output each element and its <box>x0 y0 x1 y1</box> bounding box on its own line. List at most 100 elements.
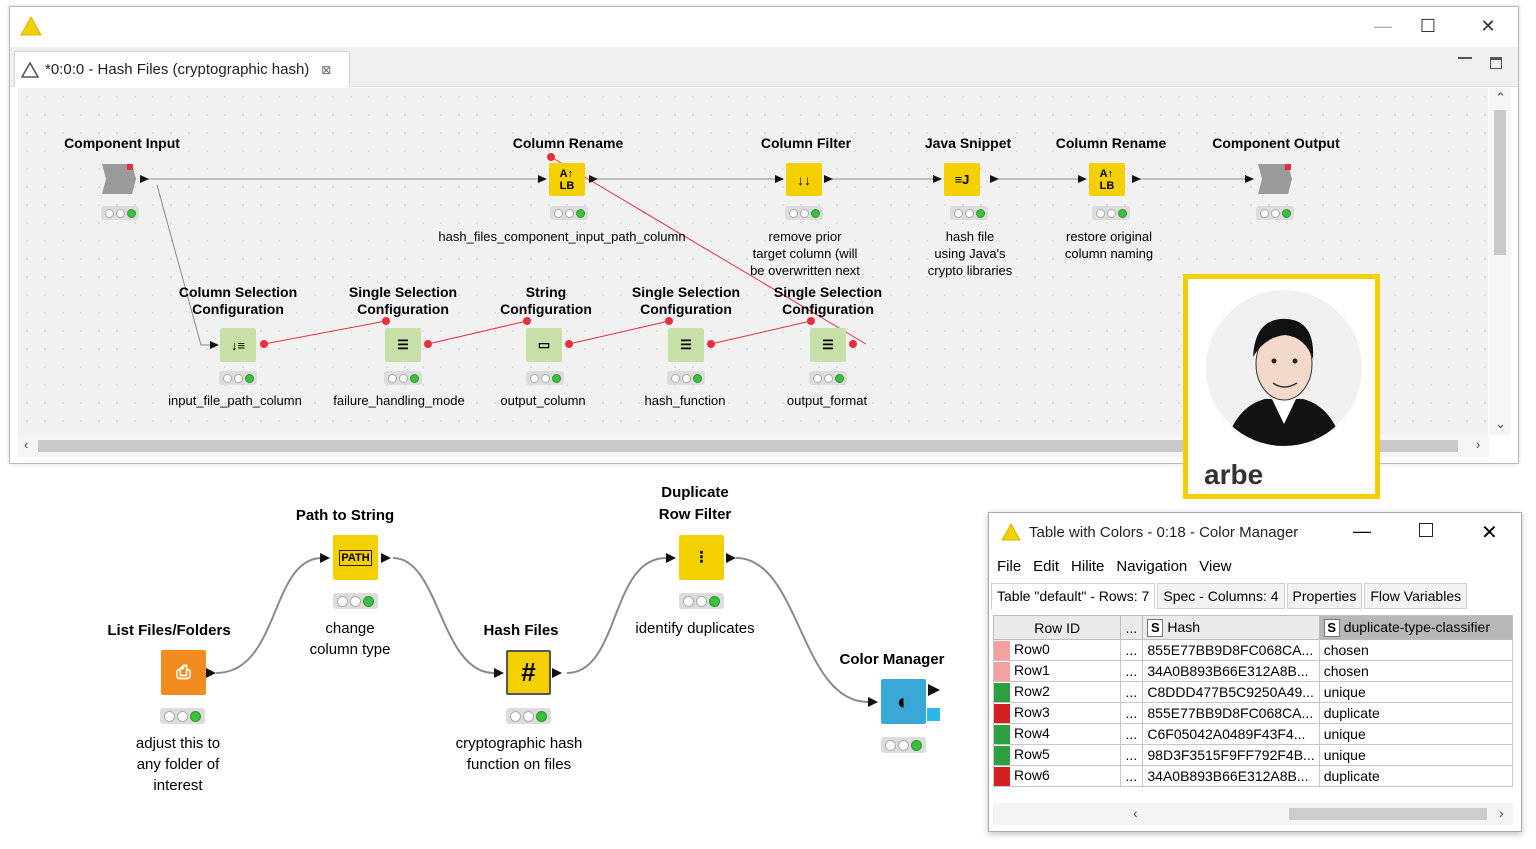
ellipsis-cell: ... <box>1120 765 1144 787</box>
node-title: Color Manager <box>839 651 945 668</box>
single-selection-config-3-node[interactable]: ☰ <box>810 328 846 362</box>
duplicate-row-filter-node[interactable]: ⁝ <box>679 535 724 580</box>
tab-properties[interactable]: Properties <box>1286 583 1363 609</box>
column-header-ellipsis[interactable]: ... <box>1120 615 1144 640</box>
table-row[interactable]: Row6... 34A0B893B66E312A8B... duplicate <box>992 765 1514 787</box>
table-row[interactable]: Row4... C6F05042A0489F43F4... unique <box>992 723 1514 745</box>
path-icon: PATH <box>339 549 372 566</box>
java-icon: ≡J <box>954 172 970 187</box>
column-selection-config-node[interactable]: ↓≡ <box>220 328 256 362</box>
editor-maximize-icon[interactable] <box>1490 57 1502 69</box>
string-config-node[interactable]: ▭ <box>526 328 562 362</box>
row-id-cell: Row5 <box>992 744 1122 766</box>
hash-files-node[interactable]: # <box>506 650 551 695</box>
close-button[interactable]: ✕ <box>1480 16 1496 36</box>
textfield-icon: ▭ <box>537 337 551 352</box>
component-icon <box>21 61 39 78</box>
node-title: Single Selection Configuration <box>631 284 741 317</box>
editor-minimize-icon[interactable] <box>1458 57 1472 59</box>
node-label: change column type <box>309 620 391 658</box>
table-row[interactable]: Row2... C8DDD477B5C9250A49... unique <box>992 681 1514 703</box>
classifier-cell: unique <box>1318 744 1514 766</box>
table-row[interactable]: Row1... 34A0B893B66E312A8B... chosen <box>992 660 1514 682</box>
single-selection-config-node[interactable]: ☰ <box>385 328 421 362</box>
file-list-icon: ⎙ <box>176 662 191 682</box>
scroll-left-icon[interactable]: ‹ <box>24 437 29 452</box>
avatar <box>1206 290 1362 446</box>
color-manager-node[interactable]: ◐ <box>881 679 926 724</box>
knime-logo-icon <box>20 16 42 36</box>
table-horizontal-scrollbar[interactable]: ‹ › <box>993 803 1513 825</box>
tab-hash-files[interactable]: *0:0:0 - Hash Files (cryptographic hash)… <box>14 51 350 87</box>
node-title: Column Filter <box>760 135 852 151</box>
connections-layer <box>102 153 1292 349</box>
node-status <box>1256 206 1294 220</box>
table-row[interactable]: Row3... 855E77BB9D8FC068CA... duplicate <box>992 702 1514 724</box>
menu-view[interactable]: View <box>1199 557 1232 575</box>
vertical-scrollbar[interactable]: ⌃ ⌄ <box>1489 88 1511 435</box>
path-to-string-node[interactable]: PATH <box>333 535 378 580</box>
node-title: Java Snippet <box>924 135 1012 151</box>
scroll-right-icon[interactable]: › <box>1499 805 1504 821</box>
node-title: Single Selection Configuration <box>773 284 883 317</box>
table-window-titlebar: Table with Colors - 0:18 - Color Manager… <box>989 513 1521 551</box>
ellipsis-cell: ... <box>1120 660 1144 682</box>
close-button[interactable]: ✕ <box>1481 522 1498 544</box>
close-tab-icon[interactable]: ⊠ <box>321 62 332 77</box>
scroll-up-icon[interactable]: ⌃ <box>1495 90 1506 105</box>
menu-navigation[interactable]: Navigation <box>1116 557 1188 575</box>
node-status <box>667 371 705 385</box>
list-files-node[interactable]: ⎙ <box>161 650 206 695</box>
menu-hilite[interactable]: Hilite <box>1071 557 1105 575</box>
ellipsis-cell: ... <box>1120 744 1144 766</box>
list-icon: ☰ <box>680 337 692 352</box>
single-selection-config-2-node[interactable]: ☰ <box>668 328 704 362</box>
tab-table-default[interactable]: Table "default" - Rows: 7 <box>991 583 1156 609</box>
row-color-chip <box>994 682 1010 702</box>
maximize-button[interactable] <box>1419 523 1433 537</box>
node-title: Component Output <box>1212 135 1340 151</box>
table-row[interactable]: Row0... 855E77BB9D8FC068CA... chosen <box>992 639 1514 661</box>
node-status <box>550 206 588 220</box>
menu-file[interactable]: File <box>997 557 1022 575</box>
column-rename-2-node[interactable]: A↑ LB <box>1089 163 1125 196</box>
minimize-button[interactable]: — <box>1353 521 1371 541</box>
node-title: Hash Files <box>483 622 559 639</box>
row-color-chip <box>994 703 1010 723</box>
avatar-card: arbe <box>1183 274 1380 499</box>
row-color-chip <box>994 766 1010 786</box>
rename-icon: A↑ LB <box>1099 167 1115 192</box>
scroll-left-icon[interactable]: ‹ <box>1133 805 1138 821</box>
node-title: Duplicate Row Filter <box>658 484 732 523</box>
ellipsis-cell: ... <box>1120 639 1144 661</box>
horizontal-scrollbar[interactable]: ‹ › <box>18 435 1489 457</box>
ellipsis-cell: ... <box>1120 723 1144 745</box>
list-icon: ☰ <box>822 337 834 352</box>
menu-edit[interactable]: Edit <box>1033 557 1060 575</box>
window-titlebar: — ☐ ✕ <box>10 7 1518 47</box>
tab-spec[interactable]: Spec - Columns: 4 <box>1157 583 1285 609</box>
node-label: output_column <box>500 393 586 408</box>
editor-tabbar: *0:0:0 - Hash Files (cryptographic hash)… <box>10 47 1518 87</box>
column-header-hash[interactable]: S Hash <box>1142 615 1320 640</box>
column-header-rowid[interactable]: Row ID <box>992 615 1122 640</box>
table-tabs: Table "default" - Rows: 7 Spec - Columns… <box>991 583 1519 609</box>
component-input-shape <box>102 164 136 194</box>
column-rename-node[interactable]: A↑ LB <box>549 163 585 196</box>
node-status <box>679 593 724 609</box>
table-row[interactable]: Row5... 98D3F3515F9FF792F4B... unique <box>992 744 1514 766</box>
minimize-button[interactable]: — <box>1374 16 1392 36</box>
scroll-right-icon[interactable]: › <box>1476 437 1481 452</box>
classifier-cell: duplicate <box>1318 702 1514 724</box>
maximize-button[interactable]: ☐ <box>1419 16 1437 36</box>
node-title: Single Selection Configuration <box>348 284 458 317</box>
node-label: adjust this to any folder of interest <box>135 735 221 794</box>
column-filter-node[interactable]: ↓↓ <box>786 163 822 196</box>
tab-flow-variables[interactable]: Flow Variables <box>1364 583 1468 609</box>
row-color-chip <box>994 640 1010 660</box>
node-status <box>101 206 139 220</box>
java-snippet-node[interactable]: ≡J <box>944 163 980 196</box>
column-select-icon: ↓≡ <box>230 337 246 353</box>
scroll-down-icon[interactable]: ⌄ <box>1495 416 1506 431</box>
